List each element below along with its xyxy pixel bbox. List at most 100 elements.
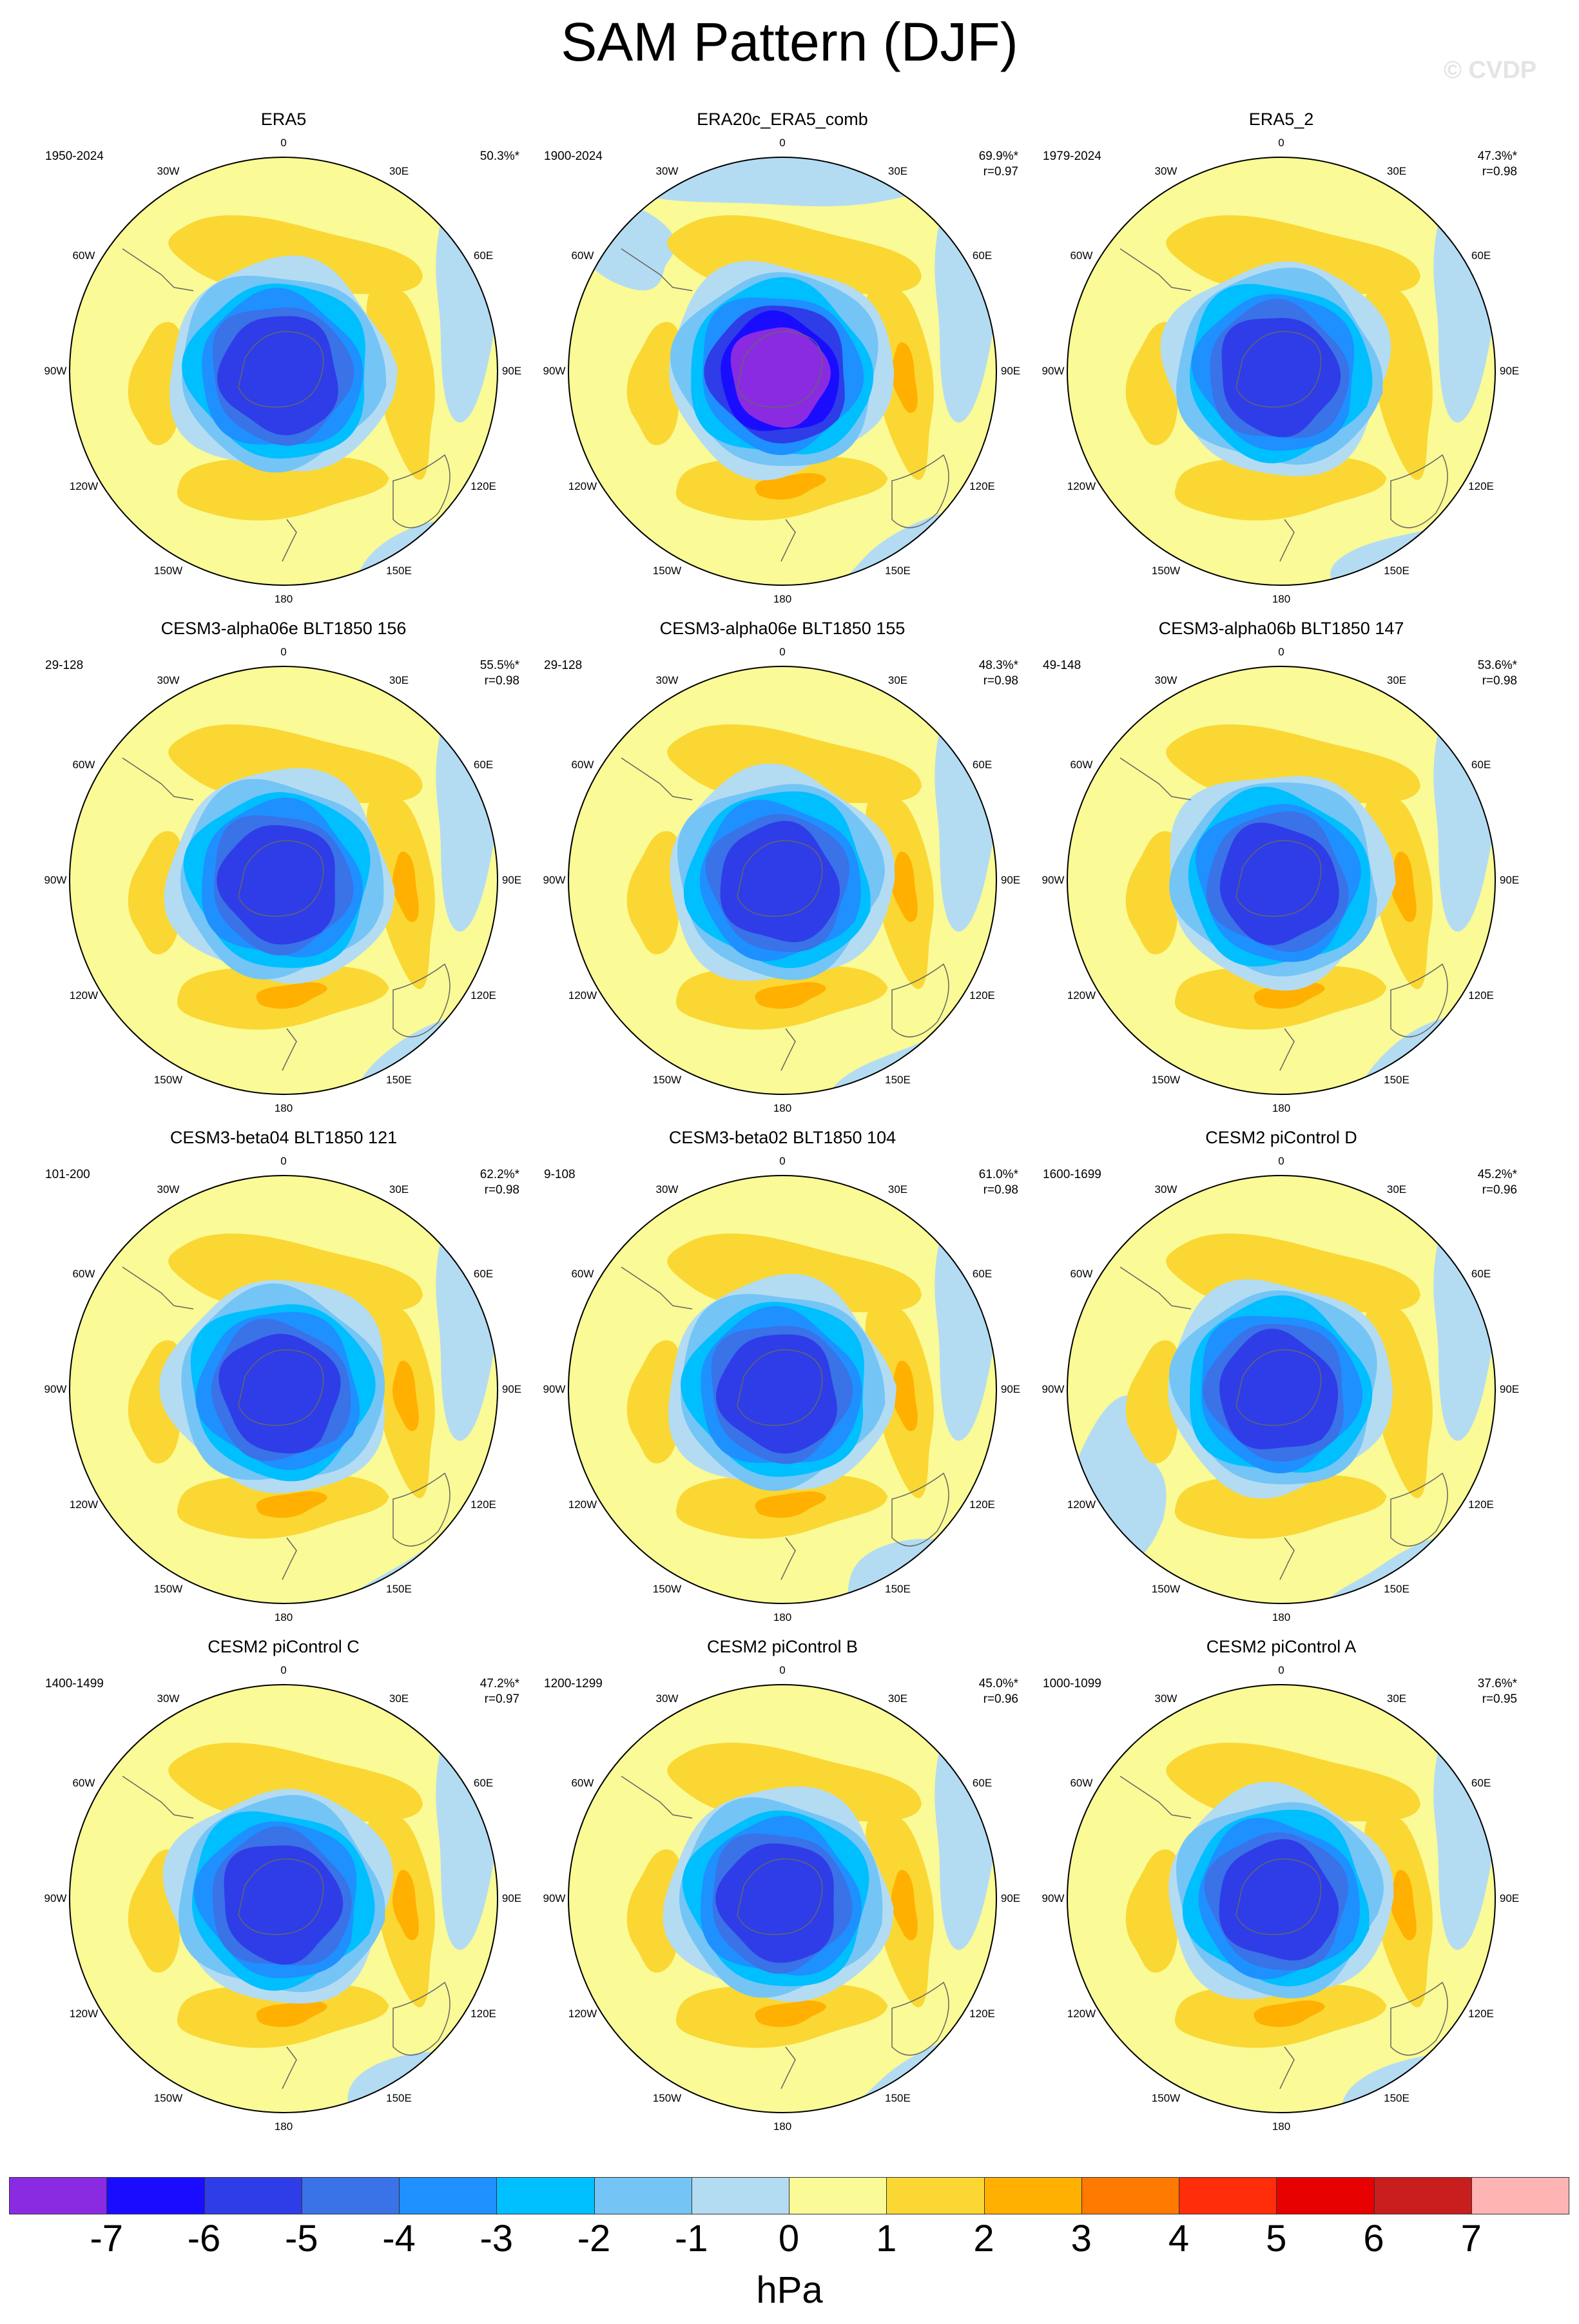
longitude-label: 180 bbox=[773, 593, 792, 605]
longitude-label: 120W bbox=[1067, 2008, 1096, 2020]
australia-coast bbox=[891, 1981, 949, 2056]
longitude-label: 120E bbox=[470, 2008, 496, 2020]
longitude-label: 30E bbox=[887, 673, 908, 686]
positive-lobe bbox=[366, 287, 435, 480]
longitude-label: 30W bbox=[1154, 1183, 1177, 1196]
polar-map bbox=[568, 1175, 997, 1604]
south-america-coast bbox=[621, 1776, 693, 1819]
south-america-coast bbox=[1119, 757, 1192, 800]
colorbar-tick-label: 6 bbox=[1363, 2218, 1384, 2260]
longitude-label: 30W bbox=[1154, 164, 1177, 177]
longitude-label: 90E bbox=[501, 874, 522, 886]
longitude-label: 180 bbox=[1272, 1102, 1291, 1114]
longitude-label: 120E bbox=[1468, 989, 1494, 1002]
panel-period: 1400-1499 bbox=[45, 1677, 104, 1690]
longitude-label: 60E bbox=[473, 249, 494, 262]
colorbar-tick-label: 1 bbox=[876, 2218, 897, 2260]
longitude-label: 60W bbox=[1070, 759, 1093, 771]
longitude-label: 150E bbox=[885, 1074, 911, 1087]
longitude-label: 150W bbox=[153, 1583, 183, 1596]
colorbar-tick-label: -7 bbox=[90, 2218, 124, 2260]
longitude-label: 0 bbox=[779, 137, 786, 149]
panel-variance-explained: 69.9%* bbox=[978, 150, 1018, 163]
longitude-label: 90E bbox=[501, 365, 522, 377]
polar-map bbox=[69, 666, 498, 1095]
main-title: SAM Pattern (DJF) bbox=[561, 12, 1018, 72]
panel-period: 49-148 bbox=[1043, 659, 1081, 672]
units-label: hPa bbox=[756, 2269, 823, 2311]
panel-variance-explained: 50.3%* bbox=[480, 150, 519, 163]
polar-map bbox=[568, 1684, 997, 2113]
longitude-label: 30E bbox=[389, 164, 409, 177]
positive-lobe bbox=[177, 456, 389, 521]
colorbar-tick-label: -3 bbox=[480, 2218, 514, 2260]
new-zealand-coast bbox=[780, 2046, 796, 2089]
longitude-label: 120W bbox=[568, 480, 597, 492]
colorbar-swatch bbox=[399, 2177, 498, 2214]
longitude-label: 150E bbox=[1384, 565, 1409, 577]
new-zealand-coast bbox=[780, 1537, 796, 1580]
sam-map-panel: CESM2 piControl D 1600-1699 45.2%* r=0.96 0 3… bbox=[1030, 1128, 1533, 1641]
positive-lobe bbox=[168, 1742, 423, 1822]
longitude-label: 30E bbox=[887, 1183, 908, 1196]
sam-map-panel: CESM2 piControl A 1000-1099 37.6%* r=0.95 0 3… bbox=[1030, 1637, 1533, 2150]
australia-coast bbox=[1390, 454, 1448, 528]
polar-map bbox=[69, 1684, 498, 2113]
longitude-label: 30W bbox=[157, 164, 180, 177]
panel-period: 1600-1699 bbox=[1043, 1168, 1101, 1181]
sam-map-panel: CESM3-beta04 BLT1850 121 101-200 62.2%* r=0… bbox=[32, 1128, 535, 1641]
negative-contour-band bbox=[218, 1333, 341, 1454]
longitude-label: 180 bbox=[1272, 2120, 1291, 2133]
new-zealand-coast bbox=[1279, 1537, 1295, 1580]
polar-map bbox=[69, 1175, 498, 1604]
longitude-label: 0 bbox=[779, 1155, 786, 1167]
australia-coast bbox=[392, 1472, 450, 1547]
longitude-label: 150W bbox=[1151, 565, 1181, 577]
longitude-label: 60W bbox=[72, 1777, 95, 1789]
longitude-label: 30W bbox=[655, 1692, 679, 1705]
positive-lobe bbox=[128, 831, 183, 954]
panel-title: CESM3-beta02 BLT1850 104 bbox=[668, 1128, 896, 1147]
map-border bbox=[568, 1684, 997, 2113]
antarctica-outline bbox=[238, 331, 324, 408]
longitude-label: 0 bbox=[1278, 1664, 1284, 1676]
strong-positive-core bbox=[392, 851, 419, 922]
longitude-label: 90W bbox=[543, 874, 566, 886]
polar-map bbox=[69, 157, 498, 586]
longitude-label: 150E bbox=[1384, 1074, 1409, 1087]
longitude-label: 90E bbox=[501, 1383, 522, 1395]
longitude-label: 150W bbox=[1151, 2092, 1181, 2105]
longitude-label: 150W bbox=[652, 565, 682, 577]
longitude-label: 30E bbox=[389, 1692, 409, 1705]
longitude-label: 60E bbox=[473, 759, 494, 771]
sam-map-panel: CESM2 piControl C 1400-1499 47.2%* r=0.97 0 3… bbox=[32, 1637, 535, 2150]
panel-title: CESM2 piControl A bbox=[1206, 1637, 1357, 1656]
longitude-label: 120E bbox=[969, 1498, 995, 1511]
longitude-label: 60E bbox=[1471, 1777, 1491, 1789]
positive-lobe bbox=[626, 831, 682, 954]
polar-map bbox=[568, 666, 997, 1095]
strong-positive-core bbox=[891, 851, 918, 922]
longitude-label: 60E bbox=[972, 759, 993, 771]
longitude-label: 90E bbox=[1499, 365, 1520, 377]
colorbar-tick-label: 5 bbox=[1266, 2218, 1287, 2260]
panel-period: 9-108 bbox=[544, 1168, 576, 1181]
map-border bbox=[568, 1175, 997, 1604]
longitude-label: 0 bbox=[280, 1664, 287, 1676]
panel-pattern-correlation: r=0.98 bbox=[484, 1183, 519, 1197]
longitude-label: 120E bbox=[470, 989, 496, 1002]
longitude-label: 90W bbox=[1041, 365, 1065, 377]
longitude-label: 90W bbox=[1041, 1892, 1065, 1904]
colorbar-tick-label: 7 bbox=[1460, 2218, 1482, 2260]
negative-contour-band bbox=[720, 820, 840, 942]
colorbar-swatch bbox=[1179, 2177, 1277, 2214]
australia-coast bbox=[891, 963, 949, 1038]
panel-pattern-correlation: r=0.96 bbox=[983, 1692, 1018, 1706]
australia-coast bbox=[392, 454, 450, 528]
strong-positive-core bbox=[1390, 1870, 1417, 1941]
longitude-label: 90E bbox=[1499, 1383, 1520, 1395]
panel-variance-explained: 47.2%* bbox=[480, 1677, 519, 1690]
longitude-label: 150W bbox=[652, 1583, 682, 1596]
longitude-label: 150E bbox=[885, 2092, 911, 2105]
antarctica-outline bbox=[238, 840, 324, 917]
